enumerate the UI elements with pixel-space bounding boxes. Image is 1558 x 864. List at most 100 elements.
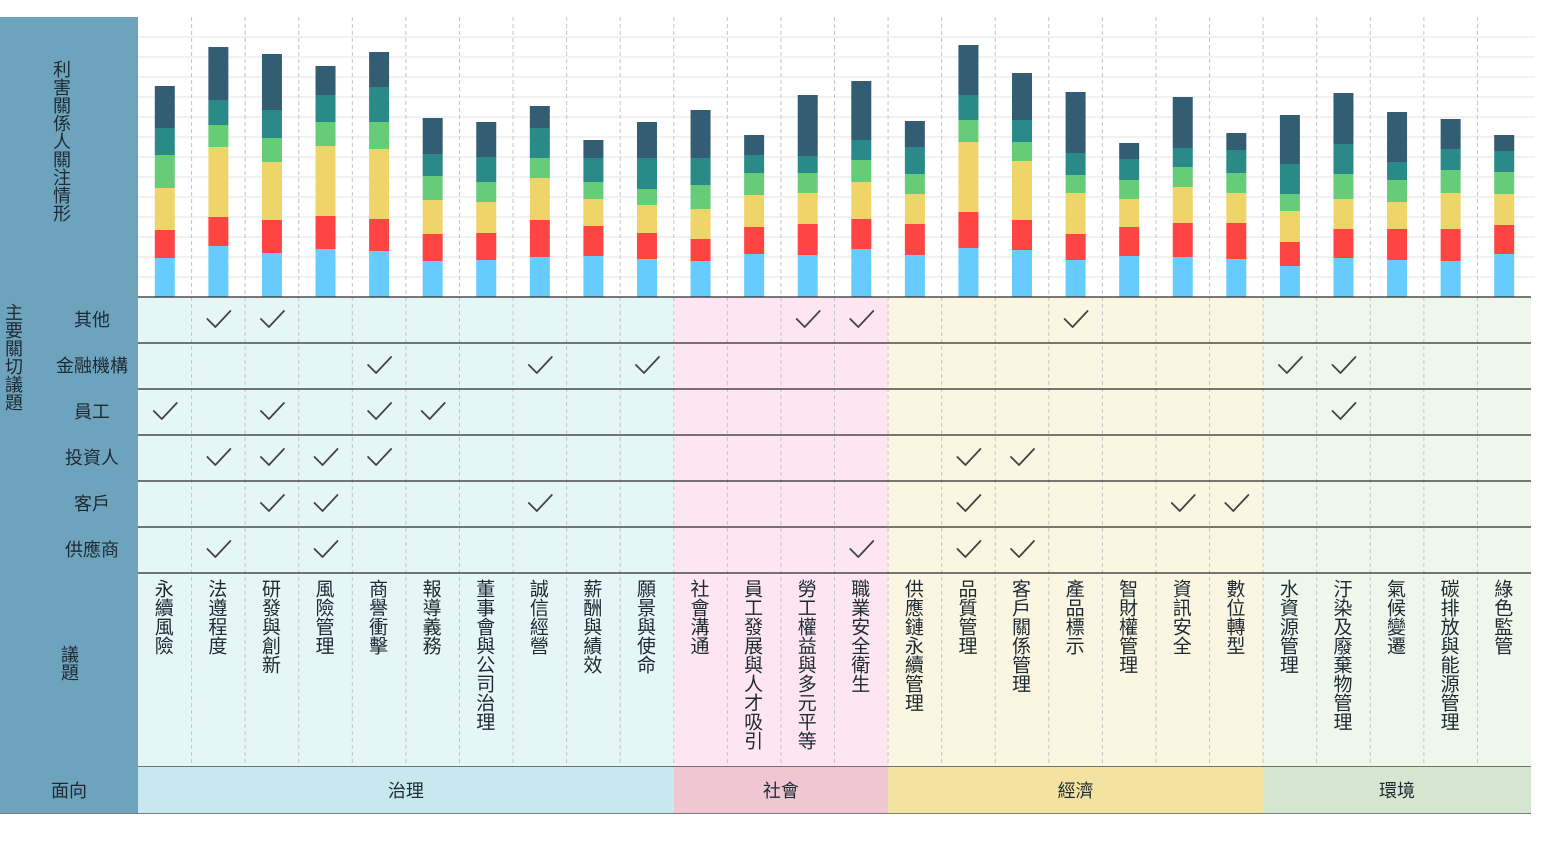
stakeholder-label: 其他: [74, 310, 110, 331]
bar-segment: [1172, 148, 1193, 167]
stakeholder-cell: [46, 389, 138, 435]
check-icon: [206, 448, 232, 466]
bar-segment: [315, 249, 336, 297]
check-icon: [849, 310, 875, 328]
bar-segment: [154, 128, 175, 155]
bar-segment: [851, 219, 872, 249]
dimension-band-1: [673, 767, 889, 813]
issue-labels: 永續風險 法遵程度 研發與創新 風險管理 商譽衝擊 報導義務 董事會與公司治理 誠信經營 薪酬與…: [152, 579, 1514, 750]
bar-segment: [369, 87, 390, 122]
bar-segment: [1226, 193, 1247, 223]
bar-segment: [1065, 175, 1086, 193]
bar-segment: [1494, 225, 1515, 254]
bar-segment: [154, 86, 175, 128]
check-icon: [795, 310, 821, 328]
bar-segment: [690, 209, 711, 239]
bar-segment: [1226, 259, 1247, 297]
check-icon: [1010, 540, 1035, 558]
bar-segment: [476, 157, 497, 182]
bar-segment: [154, 188, 175, 230]
bar-segment: [1333, 229, 1354, 258]
check-icon: [635, 356, 660, 374]
bar-segment: [422, 118, 443, 154]
bar-segment: [422, 234, 443, 261]
bar-segment: [1387, 229, 1408, 260]
bar-segment: [1440, 119, 1461, 149]
bar-segment: [636, 122, 657, 158]
bar-segment: [315, 146, 336, 216]
stakeholder-cell: [46, 297, 138, 343]
bar-segment: [1494, 151, 1515, 172]
bar-segment: [583, 226, 604, 256]
bar-segment: [851, 160, 872, 182]
chart-area-header-cell: [0, 17, 138, 297]
bar-segment: [208, 125, 229, 147]
bar-segment: [958, 120, 979, 142]
bar-segment: [315, 122, 336, 146]
dimension-label: 治理: [388, 781, 424, 802]
bar-segment: [583, 140, 604, 158]
bar-segment: [208, 217, 229, 246]
dimension-bands: 治理 社會 經濟 環境: [138, 767, 1531, 813]
bar-segment: [744, 155, 765, 173]
bar-segment: [1387, 162, 1408, 180]
stakeholder-label: 供應商: [65, 539, 119, 561]
check-icon: [260, 448, 285, 466]
check-icon: [1224, 494, 1250, 512]
check-icon: [956, 494, 982, 512]
bar-segment: [1279, 164, 1300, 194]
bar-segment: [1012, 142, 1033, 161]
bar-segment: [1387, 260, 1408, 297]
bar-segment: [369, 219, 390, 251]
bar-segment: [636, 259, 657, 297]
bar-segment: [1172, 257, 1193, 297]
dimension-label: 社會: [763, 781, 799, 802]
bar-segment: [529, 178, 550, 220]
bar-segment: [1494, 135, 1515, 151]
issue-label: 智財權管理: [1116, 579, 1139, 674]
bar-segment: [154, 258, 175, 297]
issue-label: 法遵程度: [205, 579, 228, 655]
bar-segment: [369, 52, 390, 87]
bar-segment: [1012, 161, 1033, 220]
bar-segment: [1172, 167, 1193, 187]
issue-label: 員工發展與人才吸引: [741, 579, 764, 750]
check-icon: [367, 402, 392, 420]
issue-row-header-cell: [0, 573, 138, 767]
bar-segment: [208, 100, 229, 125]
bar-segment: [1065, 92, 1086, 153]
bar-segment: [744, 254, 765, 297]
check-icon: [420, 402, 446, 420]
bar-segment: [315, 216, 336, 249]
check-icon: [1170, 494, 1196, 512]
bar-segment: [797, 255, 818, 297]
issue-label: 客戶關係管理: [1009, 579, 1032, 693]
bar-segment: [958, 95, 979, 120]
bar-segment: [797, 156, 818, 173]
bar-segment: [261, 220, 282, 253]
issue-label: 願景與使命: [633, 579, 656, 674]
bar-segment: [958, 142, 979, 212]
bar-segment: [1279, 194, 1300, 211]
dimension-bg-2: [888, 297, 1264, 767]
check-icon: [1063, 310, 1089, 328]
bar-segment: [904, 224, 925, 255]
stakeholder-label: 客戶: [74, 494, 110, 515]
bar-segment: [583, 256, 604, 297]
check-icon: [1331, 356, 1357, 374]
bar-segment: [904, 174, 925, 194]
bar-segment: [1012, 250, 1033, 297]
bar-segment: [1440, 170, 1461, 193]
bar-segment: [958, 248, 979, 297]
bar-segment: [690, 158, 711, 185]
bar-segment: [958, 212, 979, 248]
check-icon: [1010, 448, 1035, 466]
bar-segment: [1440, 261, 1461, 297]
check-icon: [367, 356, 392, 374]
bars-layer: [154, 45, 1515, 297]
bar-segment: [690, 185, 711, 209]
issue-label: 董事會與公司治理: [473, 579, 496, 731]
bar-segment: [529, 128, 550, 158]
bar-segment: [261, 253, 282, 297]
issue-label: 綠色監管: [1491, 579, 1514, 655]
